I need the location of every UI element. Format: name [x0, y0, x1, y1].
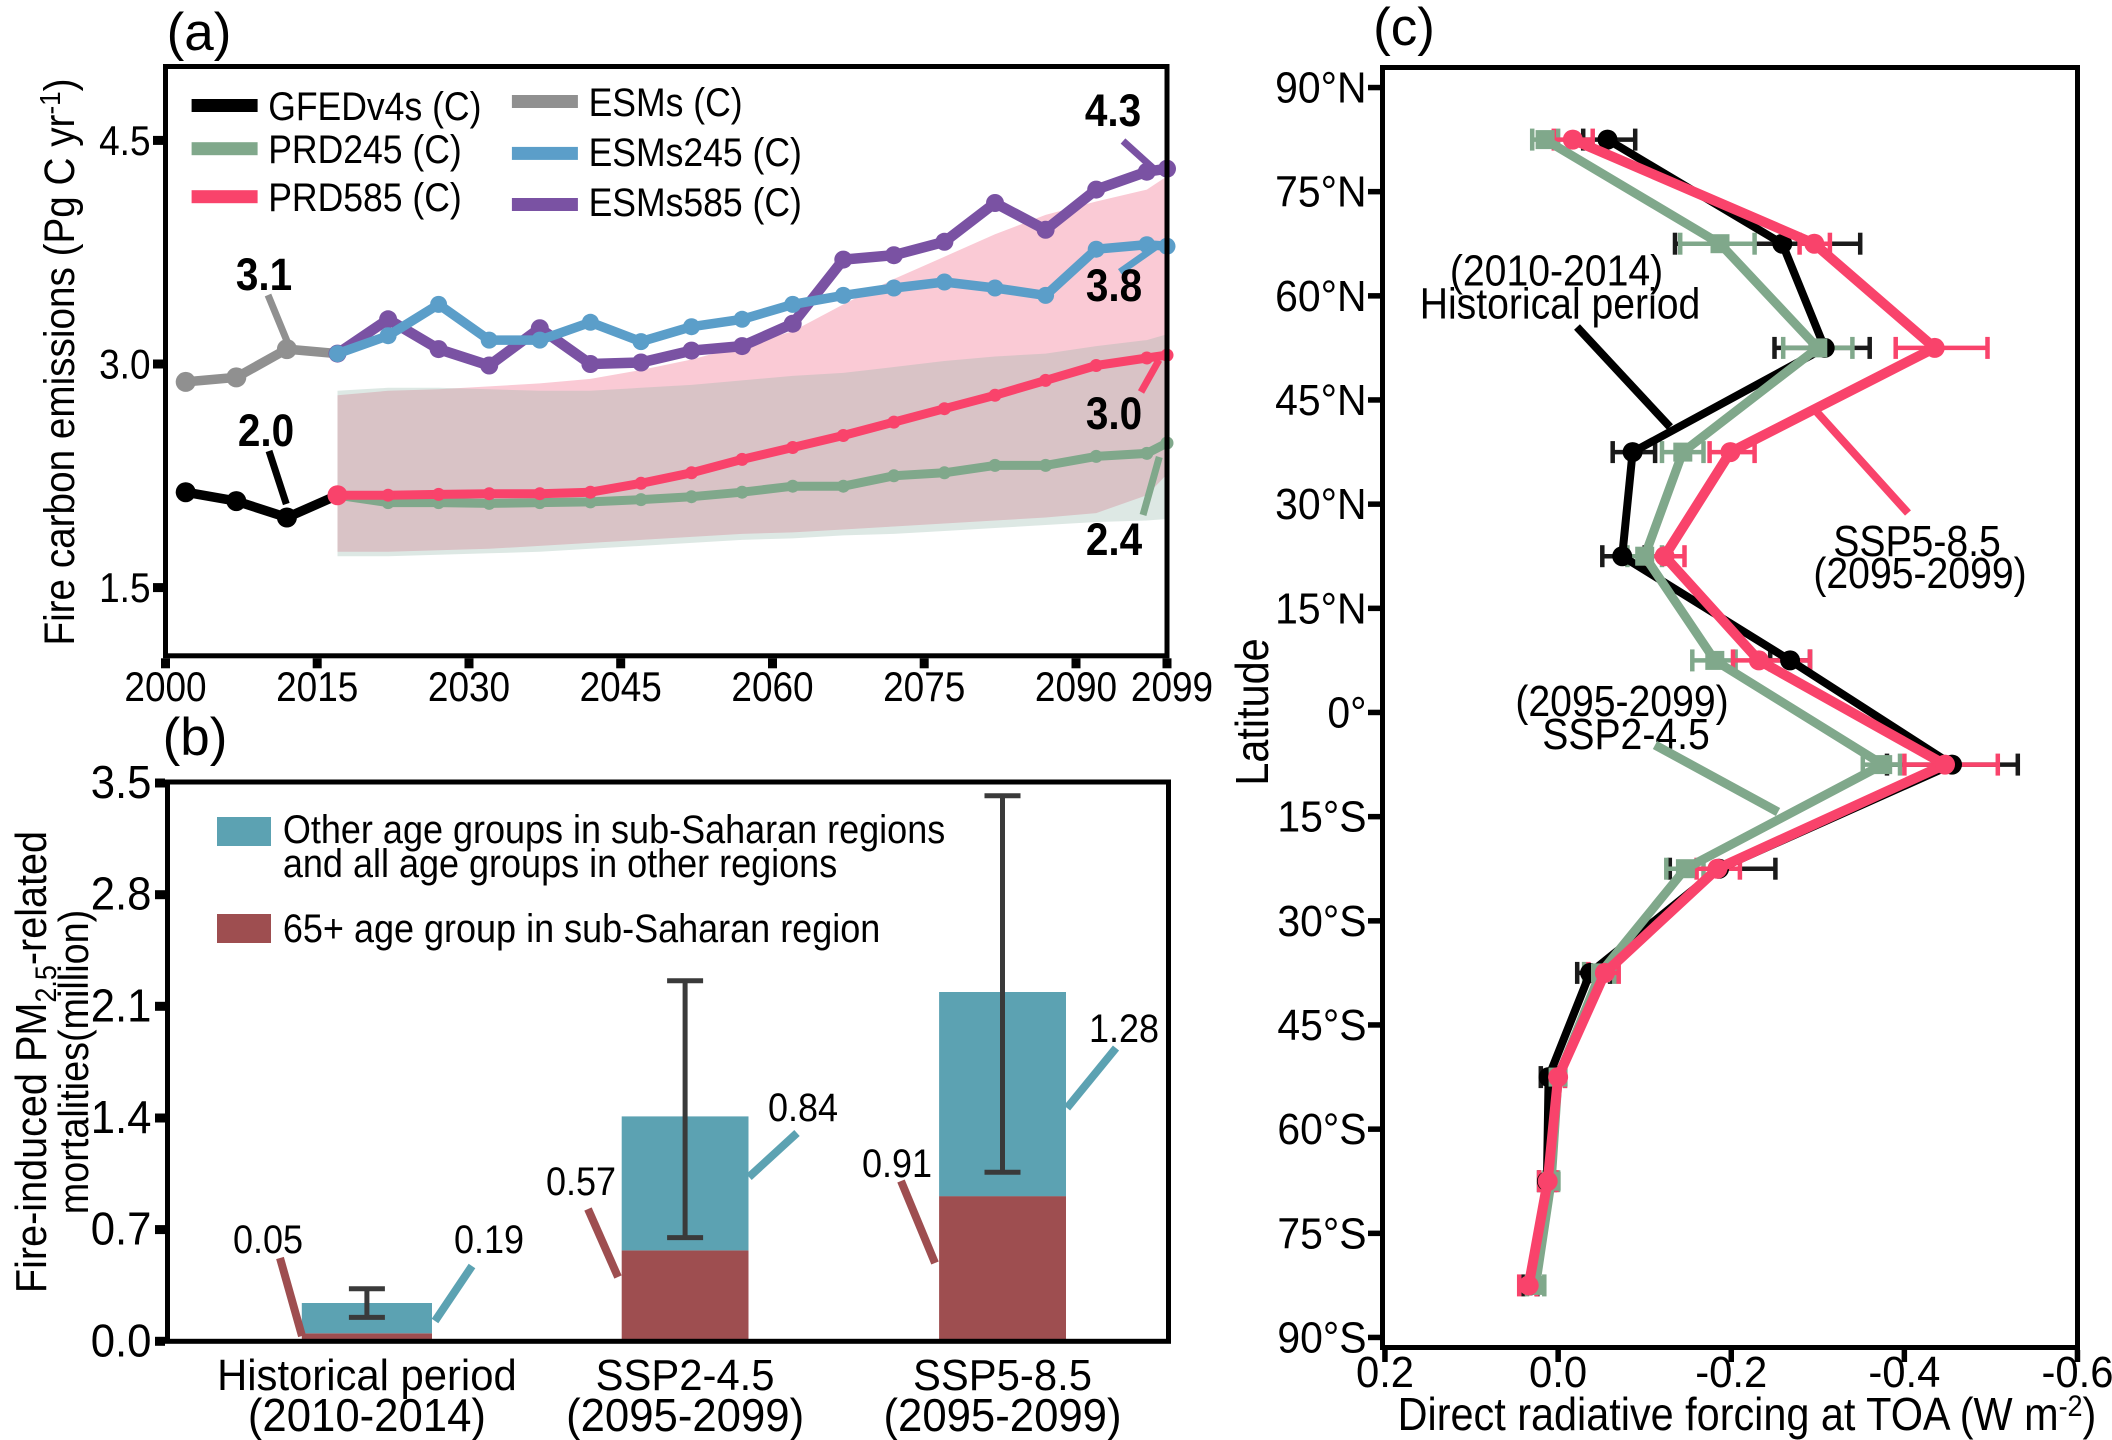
- svg-text:Historical period: Historical period: [217, 1351, 517, 1400]
- svg-text:2.1: 2.1: [91, 979, 152, 1031]
- svg-text:2060: 2060: [731, 664, 813, 711]
- svg-text:2.0: 2.0: [238, 406, 294, 456]
- svg-text:2045: 2045: [580, 664, 662, 711]
- svg-text:-0.4: -0.4: [1868, 1348, 1940, 1397]
- svg-text:2015: 2015: [276, 664, 358, 711]
- svg-text:60°S: 60°S: [1277, 1106, 1366, 1155]
- svg-text:2000: 2000: [124, 664, 206, 711]
- svg-text:PRD245 (C): PRD245 (C): [268, 127, 462, 171]
- svg-text:60°N: 60°N: [1275, 272, 1366, 321]
- svg-text:-0.2: -0.2: [1695, 1348, 1767, 1397]
- svg-text:3.0: 3.0: [99, 341, 150, 388]
- svg-text:Other age groups in sub-Sahara: Other age groups in sub-Saharan regions: [283, 808, 945, 852]
- svg-text:0.19: 0.19: [454, 1218, 524, 1262]
- svg-text:0.7: 0.7: [91, 1203, 152, 1255]
- svg-text:SSP5-8.5: SSP5-8.5: [913, 1351, 1092, 1400]
- svg-text:15°S: 15°S: [1277, 793, 1366, 842]
- svg-text:Historical period: Historical period: [1420, 280, 1701, 328]
- svg-text:(2095-2099): (2095-2099): [1813, 549, 2026, 597]
- svg-text:30°S: 30°S: [1277, 897, 1366, 946]
- svg-text:30°N: 30°N: [1275, 481, 1366, 530]
- svg-text:1.28: 1.28: [1089, 1007, 1159, 1051]
- svg-text:Fire-induced PM2.5-related: Fire-induced PM2.5-related: [6, 831, 63, 1293]
- svg-text:SSP2-4.5: SSP2-4.5: [596, 1351, 775, 1400]
- svg-text:ESMs (C): ESMs (C): [589, 80, 743, 124]
- svg-text:2.8: 2.8: [91, 868, 152, 920]
- svg-text:0°: 0°: [1327, 689, 1366, 738]
- svg-text:4.5: 4.5: [99, 118, 150, 165]
- svg-text:65+ age group in sub-Saharan r: 65+ age group in sub-Saharan region: [283, 907, 880, 951]
- svg-text:2099: 2099: [1131, 664, 1213, 711]
- svg-text:0.05: 0.05: [233, 1218, 303, 1262]
- svg-text:SSP5-8.5: SSP5-8.5: [1833, 517, 2001, 565]
- svg-text:15°N: 15°N: [1275, 585, 1366, 634]
- svg-text:(c): (c): [1373, 0, 1435, 57]
- svg-text:3.8: 3.8: [1086, 261, 1142, 311]
- svg-text:2075: 2075: [883, 664, 965, 711]
- svg-text:0.0: 0.0: [91, 1314, 152, 1366]
- svg-text:3.1: 3.1: [236, 250, 292, 300]
- svg-text:(2095-2099): (2095-2099): [566, 1389, 804, 1440]
- svg-text:90°S: 90°S: [1277, 1314, 1366, 1363]
- svg-text:90°N: 90°N: [1275, 64, 1366, 113]
- svg-text:0.2: 0.2: [1356, 1348, 1414, 1397]
- svg-text:ESMs585 (C): ESMs585 (C): [589, 180, 802, 224]
- svg-text:1.4: 1.4: [91, 1091, 152, 1143]
- svg-text:(2095-2099): (2095-2099): [883, 1389, 1121, 1440]
- svg-text:0.84: 0.84: [768, 1086, 838, 1130]
- svg-text:ESMs245 (C): ESMs245 (C): [589, 130, 802, 174]
- svg-text:-0.6: -0.6: [2041, 1348, 2112, 1397]
- svg-text:3.0: 3.0: [1086, 389, 1142, 439]
- svg-text:2090: 2090: [1035, 664, 1117, 711]
- svg-text:2030: 2030: [428, 664, 510, 711]
- svg-text:Fire carbon emissions (Pg C yr: Fire carbon emissions (Pg C yr-1): [34, 78, 84, 645]
- svg-text:(2010-2014): (2010-2014): [1450, 247, 1663, 295]
- svg-text:SSP2-4.5: SSP2-4.5: [1542, 710, 1710, 758]
- svg-text:1.5: 1.5: [99, 565, 150, 612]
- svg-text:75°S: 75°S: [1277, 1210, 1366, 1259]
- svg-text:GFEDv4s (C): GFEDv4s (C): [268, 84, 481, 128]
- svg-text:45°N: 45°N: [1275, 377, 1366, 426]
- svg-text:75°N: 75°N: [1275, 168, 1366, 217]
- svg-text:PRD585 (C): PRD585 (C): [268, 175, 462, 219]
- svg-text:0.91: 0.91: [862, 1142, 932, 1186]
- svg-text:45°S: 45°S: [1277, 1002, 1366, 1051]
- svg-text:Direct radiative forcing at TO: Direct radiative forcing at TOA (W m-2): [1398, 1389, 2097, 1440]
- svg-text:Latitude: Latitude: [1227, 638, 1279, 785]
- svg-text:(2095-2099): (2095-2099): [1515, 677, 1728, 725]
- svg-text:and all age groups in other re: and all age groups in other regions: [283, 842, 837, 886]
- svg-text:mortalities(million): mortalities(million): [51, 910, 97, 1214]
- svg-text:(2010-2014): (2010-2014): [248, 1389, 486, 1440]
- svg-text:(a): (a): [167, 3, 232, 62]
- svg-text:4.3: 4.3: [1085, 86, 1141, 136]
- svg-text:0.0: 0.0: [1529, 1348, 1587, 1397]
- svg-text:3.5: 3.5: [91, 756, 152, 808]
- svg-text:2.4: 2.4: [1086, 515, 1142, 565]
- svg-text:0.57: 0.57: [546, 1160, 616, 1204]
- svg-text:(b): (b): [163, 708, 228, 767]
